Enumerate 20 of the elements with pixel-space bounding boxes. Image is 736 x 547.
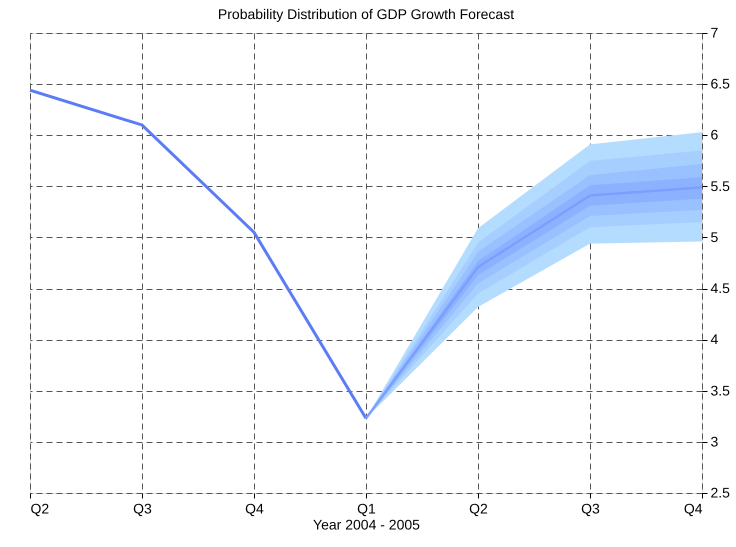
y-tick-label: 6.5 (710, 76, 730, 92)
y-tick-label: 3.5 (710, 382, 730, 398)
x-tick-label: Q3 (581, 500, 600, 516)
line-series (28, 88, 368, 420)
y-tick-label: 5 (710, 228, 718, 245)
chart-title: Probability Distribution of GDP Growth Forecast (218, 6, 514, 22)
y-tick-label: 5.5 (710, 178, 730, 194)
y-tick-label: 4 (710, 331, 718, 348)
y-tick-label: 3 (710, 433, 718, 450)
y-tick-label: 4.5 (710, 280, 730, 296)
x-tick-label: Q4 (245, 500, 264, 516)
x-tick-label: Q1 (357, 500, 376, 516)
x-tick-label: Q4 (684, 500, 703, 516)
y-tick-label: 2.5 (710, 484, 730, 500)
x-tick-label: Q2 (469, 500, 488, 516)
y-tick-label: 7 (710, 24, 718, 40)
x-axis-title: Year 2004 - 2005 (313, 516, 420, 532)
x-tick-label: Q2 (30, 500, 50, 516)
y-tick-label: 6 (710, 126, 718, 143)
x-tick-label: Q3 (133, 500, 152, 516)
